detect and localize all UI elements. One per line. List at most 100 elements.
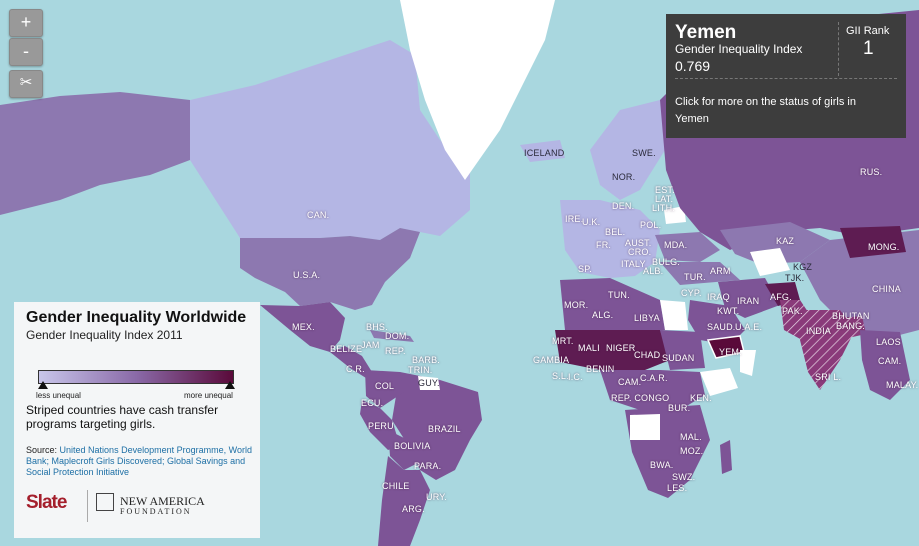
country-kazakhstan[interactable]	[720, 222, 830, 264]
legend-low-marker-icon	[38, 381, 48, 389]
label-gambia: GAMBIA	[533, 355, 570, 365]
label-bel: BEL.	[605, 227, 626, 237]
country-mongolia-china[interactable]	[800, 230, 919, 340]
country-east-africa-white[interactable]	[700, 368, 738, 396]
label-para: PARA.	[414, 461, 442, 471]
label-uk: U.K.	[582, 217, 601, 227]
label-belize: BELIZE	[330, 344, 363, 354]
zoom-out-button[interactable]: -	[9, 38, 43, 66]
country-madagascar[interactable]	[720, 440, 732, 474]
label-ic: I.C.	[568, 372, 583, 382]
label-libya: LIBYA	[634, 313, 660, 323]
label-niger: NIGER	[606, 343, 636, 353]
legend-panel: Gender Inequality Worldwide Gender Inequ…	[14, 302, 260, 538]
country-usa[interactable]	[240, 228, 420, 310]
label-car: C.A.R.	[640, 373, 668, 383]
label-chad: CHAD	[634, 350, 661, 360]
label-mda: MDA.	[664, 240, 688, 250]
country-caribbean[interactable]	[370, 330, 414, 342]
label-uae: U.A.E.	[735, 322, 763, 332]
label-can: CAN.	[307, 210, 330, 220]
label-lat: LAT.	[655, 194, 674, 204]
country-central-america[interactable]	[330, 346, 372, 378]
label-les: LES.	[667, 483, 688, 493]
legend-stripe-note: Striped countries have cash transfer pro…	[26, 403, 219, 431]
country-somalia-white[interactable]	[740, 350, 756, 376]
logo-divider	[87, 490, 88, 522]
country-central-asia-white[interactable]	[750, 248, 790, 276]
zoom-in-button[interactable]: +	[9, 9, 43, 37]
country-saudi[interactable]	[688, 300, 745, 345]
country-mexico[interactable]	[260, 302, 345, 352]
label-srl: SRI L.	[815, 372, 842, 382]
label-ury: URY.	[426, 492, 447, 502]
label-swz: SWZ.	[672, 472, 696, 482]
country-sahel[interactable]	[555, 330, 670, 372]
tooltip-rank-value: 1	[863, 38, 874, 59]
country-scandinavia[interactable]	[590, 100, 665, 200]
label-pol: POL.	[640, 220, 662, 230]
country-tooltip[interactable]: Yemen Gender Inequality Index 0.769 GII …	[666, 14, 906, 138]
country-alaska[interactable]	[0, 92, 190, 215]
country-central-africa[interactable]	[600, 370, 705, 410]
label-nor: NOR.	[612, 172, 636, 182]
label-kwt: KWT.	[717, 306, 740, 316]
label-peru: PERU	[368, 421, 394, 431]
tooltip-more-link[interactable]: Click for more on the status of girls in…	[675, 96, 856, 125]
country-southeast-asia[interactable]	[860, 330, 910, 400]
label-cyp: CYP.	[681, 288, 702, 298]
label-aust: AUST.	[625, 238, 652, 248]
label-italy: ITALY	[621, 259, 646, 269]
country-bangladesh[interactable]	[840, 316, 866, 338]
country-bolivia[interactable]	[388, 430, 420, 470]
label-china: CHINA	[872, 284, 902, 294]
label-usa: U.S.A.	[293, 270, 321, 280]
label-kgz: KGZ	[793, 262, 813, 272]
legend-high-marker-icon	[225, 381, 235, 389]
country-colombia[interactable]	[365, 370, 404, 408]
tooltip-metric-name: Gender Inequality Index	[675, 42, 803, 56]
country-egypt-white[interactable]	[660, 300, 688, 330]
label-benin: BENIN	[586, 364, 615, 374]
label-guy: GUY.	[418, 378, 440, 388]
label-cr: C.R.	[346, 364, 365, 374]
label-den: DEN.	[612, 201, 635, 211]
label-bolivia: BOLIVIA	[394, 441, 431, 451]
label-trin: TRIN.	[408, 365, 433, 375]
country-canada[interactable]	[190, 40, 470, 240]
label-iran: IRAN	[737, 296, 760, 306]
label-tjk: TJK.	[785, 273, 805, 283]
label-saud: SAUD.	[707, 322, 736, 332]
slate-logo[interactable]: Slate	[26, 492, 67, 513]
label-pak: PAK.	[782, 306, 803, 316]
label-arm: ARM	[710, 266, 731, 276]
country-mongolia[interactable]	[840, 226, 906, 258]
label-kaz: KAZ	[776, 236, 795, 246]
country-north-africa[interactable]	[560, 278, 665, 336]
tooltip-rank-label: GII Rank	[846, 25, 890, 37]
label-fr: FR.	[596, 240, 612, 250]
country-eastern-europe[interactable]	[655, 232, 720, 262]
country-sudan[interactable]	[660, 330, 705, 370]
country-turkey[interactable]	[660, 262, 740, 285]
country-chile-arg[interactable]	[378, 456, 430, 546]
label-sudan: SUDAN	[662, 353, 695, 363]
label-cam: CAM.	[878, 356, 902, 366]
legend-title: Gender Inequality Worldwide	[26, 309, 247, 326]
country-india[interactable]	[800, 310, 855, 390]
label-bhutan: BHUTAN	[832, 311, 870, 321]
label-bur: BUR.	[668, 403, 691, 413]
country-iran[interactable]	[718, 278, 780, 318]
scissors-icon[interactable]: ✂	[9, 70, 43, 98]
country-iceland[interactable]	[520, 140, 565, 162]
new-america-logo-name[interactable]: NEW AMERICA	[120, 494, 205, 508]
country-drc-white[interactable]	[630, 414, 660, 440]
country-guyana[interactable]	[418, 376, 440, 390]
label-lith: LITH.	[652, 203, 676, 213]
country-poland-white[interactable]	[664, 206, 686, 224]
country-greenland[interactable]	[400, 0, 555, 180]
country-west-europe[interactable]	[560, 200, 660, 278]
source-links[interactable]: United Nations Development Programme, Wo…	[26, 445, 252, 477]
tooltip-divider-horizontal	[675, 78, 897, 79]
label-mrt: MRT.	[552, 336, 574, 346]
